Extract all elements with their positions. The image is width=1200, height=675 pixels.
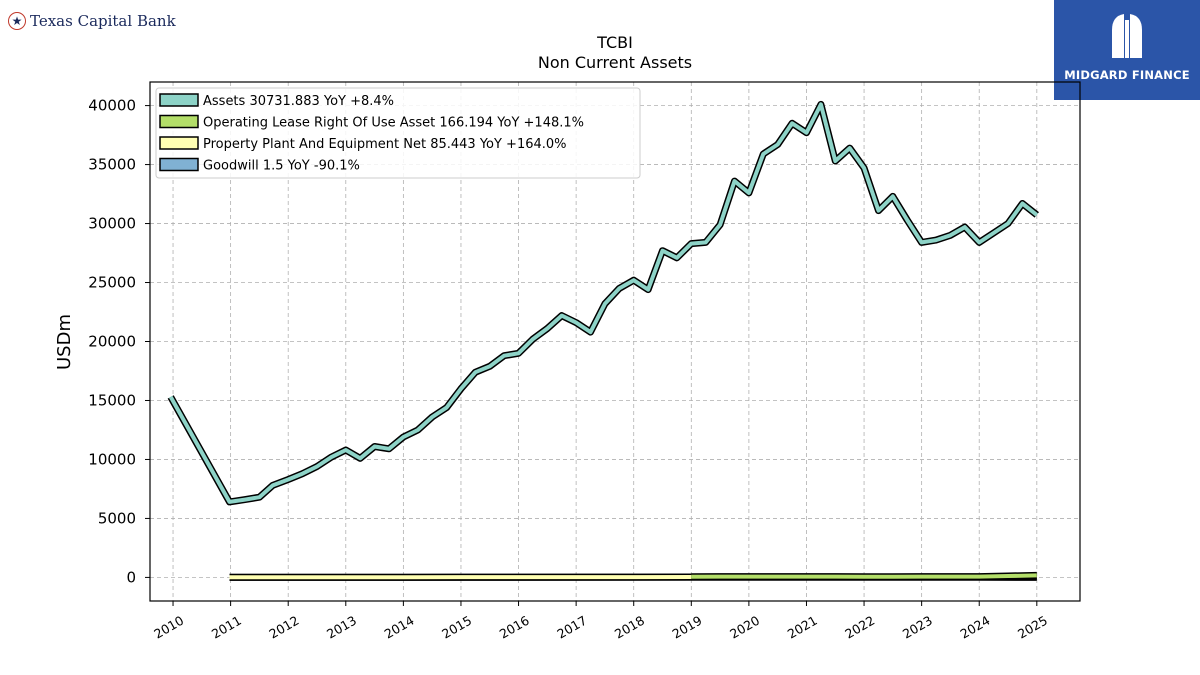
x-tick-label: 2014 <box>382 613 417 642</box>
series-line-assets <box>168 102 1039 504</box>
chart-subtitle: Non Current Assets <box>538 53 692 72</box>
chart-title: TCBI <box>596 33 633 52</box>
x-tick-label: 2019 <box>670 613 705 642</box>
x-tick-label: 2025 <box>1015 613 1050 642</box>
series-layer <box>167 100 1039 581</box>
y-tick-label: 10000 <box>88 450 136 468</box>
legend-swatch <box>159 93 199 107</box>
y-tick-label: 20000 <box>88 333 136 351</box>
y-tick-label: 15000 <box>88 391 136 409</box>
y-tick-label: 25000 <box>88 274 136 292</box>
y-tick-label: 40000 <box>88 97 136 115</box>
y-axis-label: USDm <box>54 314 75 370</box>
legend-swatch <box>159 136 199 150</box>
legend: Assets 30731.883 YoY +8.4% Operating Leas… <box>155 87 641 179</box>
brand-logo: ★ Texas Capital Bank <box>8 12 176 30</box>
x-tick-label: 2020 <box>727 613 762 642</box>
legend-entry: Assets 30731.883 YoY +8.4% <box>203 94 394 109</box>
x-tick-label: 2023 <box>900 613 935 642</box>
legend-swatch <box>159 157 199 172</box>
series-line-operating-lease-right-of-use-asset <box>691 573 1037 579</box>
x-tick-label: 2011 <box>209 613 244 642</box>
x-tick-label: 2017 <box>554 613 589 642</box>
y-tick-label: 35000 <box>88 156 136 174</box>
x-tick-label: 2021 <box>785 613 820 642</box>
x-tick-label: 2022 <box>842 613 877 642</box>
legend-entry: Operating Lease Right Of Use Asset 166.1… <box>203 116 584 131</box>
midgard-finance-logo: MIDGARD FINANCE <box>1054 0 1200 100</box>
legend-box <box>155 87 641 179</box>
x-tick-label: 2018 <box>612 613 647 642</box>
brand-name: Texas Capital Bank <box>30 12 176 30</box>
x-tick-label: 2010 <box>151 613 186 642</box>
legend-swatch <box>159 114 199 129</box>
midgard-mark-icon <box>1112 14 1142 58</box>
x-tick-label: 2016 <box>497 613 532 642</box>
x-tick-label: 2015 <box>439 613 474 642</box>
x-tick-label: 2012 <box>266 613 301 642</box>
legend-entry: Property Plant And Equipment Net 85.443 … <box>203 137 567 152</box>
y-tick-label: 30000 <box>88 215 136 233</box>
y-tick-label: 5000 <box>98 509 136 527</box>
x-tick-label: 2024 <box>957 613 992 642</box>
x-tick-label: 2013 <box>324 613 359 642</box>
logo-text: MIDGARD FINANCE <box>1064 68 1190 82</box>
y-tick-label: 0 <box>126 568 136 586</box>
legend-entry: Goodwill 1.5 YoY -90.1% <box>203 159 360 174</box>
star-icon: ★ <box>8 12 26 30</box>
